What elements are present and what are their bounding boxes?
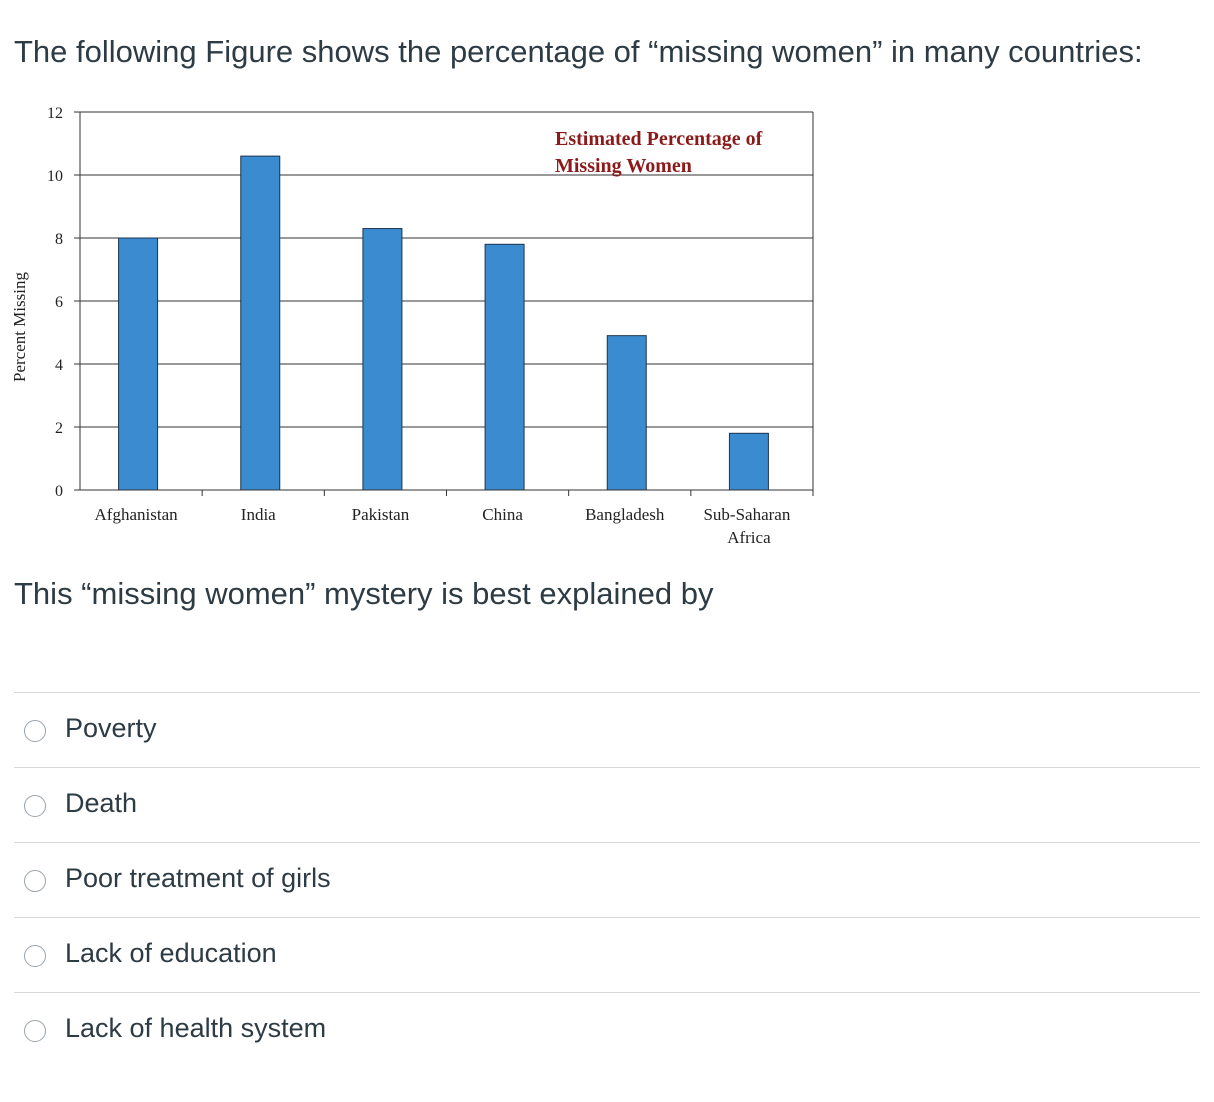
answer-option-poor-treatment-of-girls[interactable]: Poor treatment of girls (14, 842, 1200, 917)
radio-button[interactable] (24, 1020, 46, 1042)
chart-axes (74, 111, 814, 496)
chart-y-tick-label: 4 (55, 357, 63, 374)
chart-gridlines (80, 111, 813, 428)
chart-x-tick-labels: Afghanistan India Pakistan China Bangladesh S… (95, 505, 791, 547)
answer-option-lack-of-education[interactable]: Lack of education (14, 917, 1200, 992)
chart-x-tick-label: China (482, 505, 523, 524)
answer-option-death[interactable]: Death (14, 767, 1200, 842)
chart-y-tick-label: 6 (55, 294, 63, 311)
answer-label: Poverty (65, 713, 157, 743)
chart-x-tick-label: Sub-Saharan Africa (703, 505, 790, 547)
chart-bar (240, 155, 281, 491)
chart-title: Estimated Percentage of Missing Women (555, 128, 763, 177)
radio-button[interactable] (24, 795, 46, 817)
answer-list: Poverty Death Poor treatment of girls La… (14, 692, 1200, 1067)
chart-bar (118, 237, 159, 491)
missing-women-chart: 0 2 4 6 8 10 12 Afghanistan India Pakistan China B… (10, 105, 814, 547)
radio-button[interactable] (24, 870, 46, 892)
chart-x-tick-label: India (241, 505, 276, 524)
answer-label: Poor treatment of girls (65, 863, 331, 893)
chart-y-tick-labels: 0 2 4 6 8 10 12 (47, 105, 63, 500)
chart-bar (484, 243, 525, 491)
chart-bar (362, 228, 403, 491)
chart-y-tick-label: 2 (55, 420, 63, 437)
chart-y-tick-label: 10 (47, 168, 63, 185)
question-prompt: This “missing women” mystery is best exp… (14, 576, 714, 611)
chart-x-tick-label: Bangladesh (585, 505, 665, 524)
answer-label: Death (65, 788, 138, 818)
radio-button[interactable] (24, 945, 46, 967)
answer-label: Lack of health system (65, 1013, 327, 1043)
chart-bars (118, 155, 769, 491)
chart-title-text: Estimated Percentage of Missing Women (555, 128, 763, 177)
question-title: The following Figure shows the percentag… (14, 34, 1143, 69)
chart-x-tick-label: Afghanistan (95, 505, 179, 524)
chart-y-tick-label: 12 (47, 105, 63, 122)
chart-bar (606, 335, 647, 491)
chart-bar (728, 432, 769, 491)
answer-option-lack-of-health-system[interactable]: Lack of health system (14, 992, 1200, 1067)
answer-option-poverty[interactable]: Poverty (14, 692, 1200, 767)
chart-y-tick-label: 0 (55, 483, 63, 500)
answer-label: Lack of education (65, 938, 277, 968)
radio-button[interactable] (24, 720, 46, 742)
chart-y-axis-label: Percent Missing (10, 271, 29, 382)
chart-x-tick-label: Pakistan (352, 505, 410, 524)
chart-y-tick-label: 8 (55, 231, 63, 248)
